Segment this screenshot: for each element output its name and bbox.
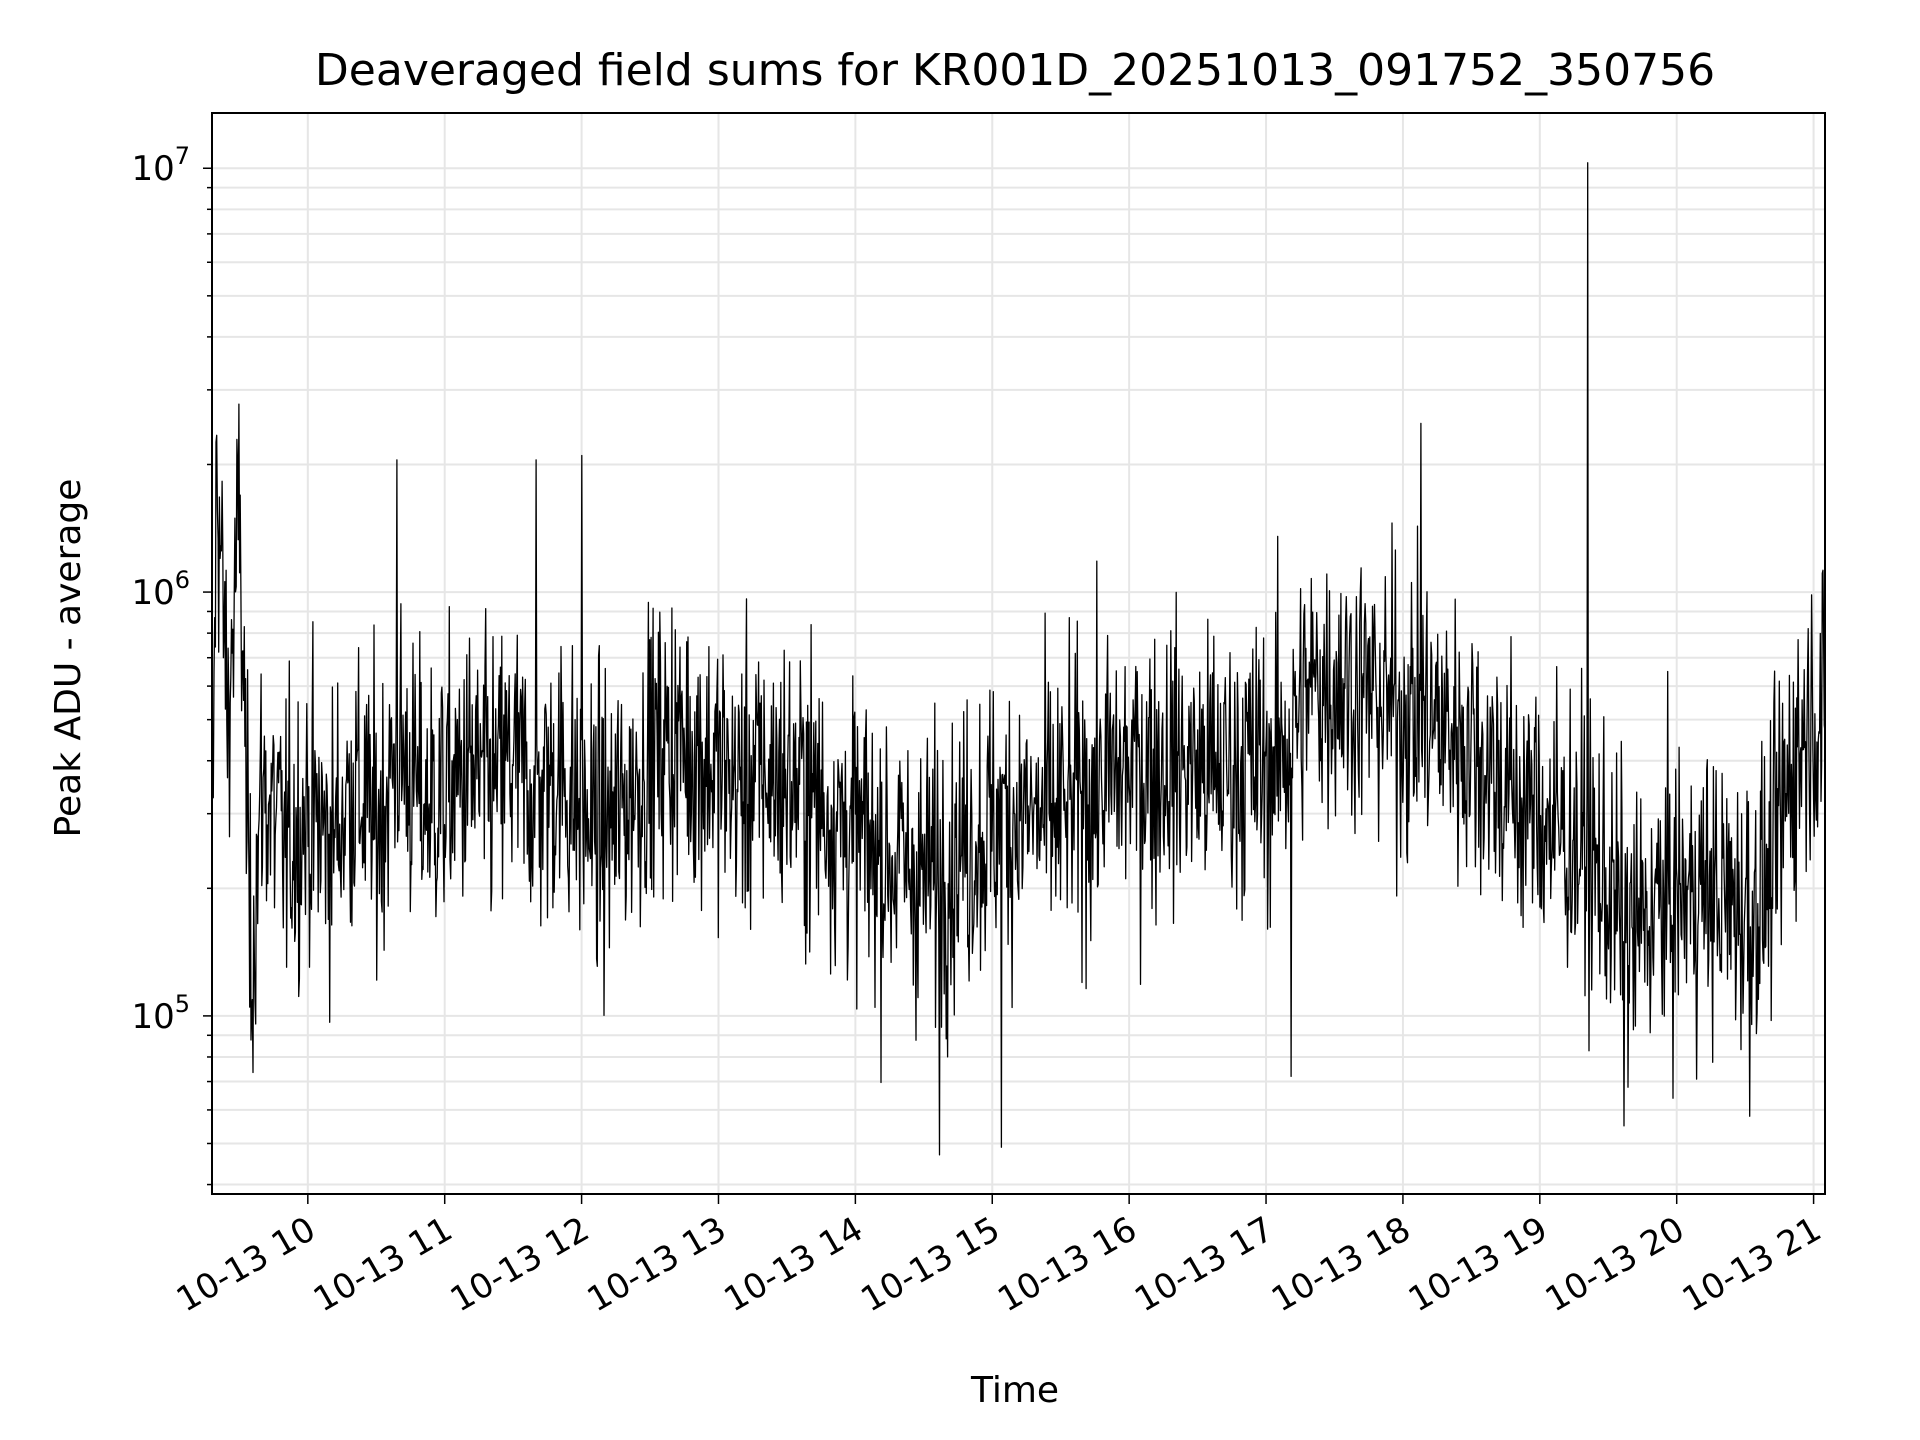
plot-series [211, 162, 1826, 1156]
y-tick-exponent: 6 [175, 566, 190, 594]
x-tick-label: 10-13 16 [991, 1209, 1143, 1320]
y-tick-exponent: 7 [175, 142, 190, 170]
y-axis-label: Peak ADU - average [48, 479, 89, 838]
x-tick-label: 10-13 13 [581, 1209, 733, 1320]
y-tick-exponent: 5 [175, 990, 190, 1018]
chart-title: Deaveraged field sums for KR001D_2025101… [315, 45, 1715, 96]
x-tick-label: 10-13 17 [1128, 1209, 1280, 1320]
x-axis-label: Time [970, 1370, 1059, 1411]
y-tick-label: 106 [131, 566, 190, 613]
y-tick-base: 10 [131, 573, 174, 613]
y-tick-base: 10 [131, 997, 174, 1037]
x-tick-label: 10-13 19 [1402, 1209, 1554, 1320]
y-tick-label: 105 [131, 990, 190, 1037]
axes [203, 112, 1826, 1204]
y-tick-label: 107 [131, 142, 190, 189]
x-tick-label: 10-13 14 [717, 1209, 869, 1320]
x-tick-label: 10-13 11 [307, 1209, 459, 1320]
x-tick-label: 10-13 20 [1539, 1209, 1691, 1320]
plot-frame [211, 112, 1826, 1195]
grid [212, 113, 1825, 1194]
series-line [211, 162, 1826, 1156]
x-tick-label: 10-13 21 [1676, 1209, 1828, 1320]
x-tick-label: 10-13 10 [170, 1209, 322, 1320]
x-tick-label: 10-13 18 [1265, 1209, 1417, 1320]
x-tick-label: 10-13 12 [444, 1209, 596, 1320]
x-tick-label: 10-13 15 [854, 1209, 1006, 1320]
y-tick-base: 10 [131, 149, 174, 189]
